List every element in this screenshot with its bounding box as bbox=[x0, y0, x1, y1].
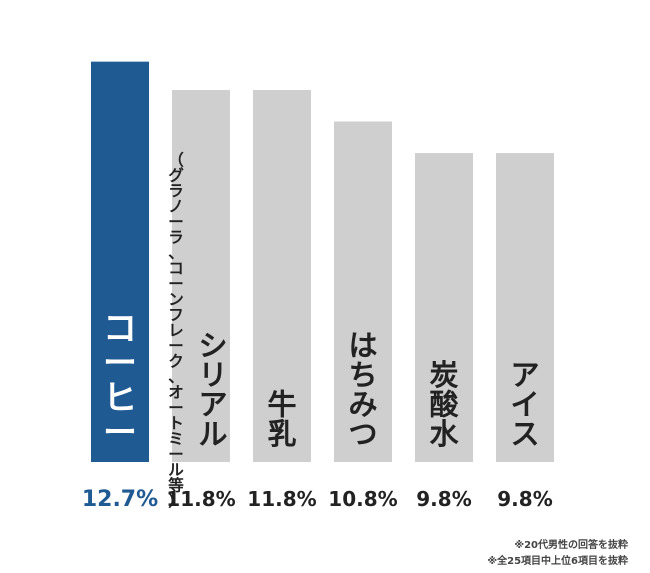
bar-label-ice-cream: アイス bbox=[510, 358, 539, 451]
value-label-cereal: 11.8% bbox=[166, 487, 235, 511]
bar-label-sparkling-water: 炭酸水 bbox=[429, 358, 459, 451]
bar-coffee bbox=[91, 61, 149, 462]
value-label-coffee: 12.7% bbox=[82, 487, 158, 512]
bar-milk bbox=[253, 90, 311, 463]
bar-honey bbox=[334, 121, 392, 462]
bar-label-honey: はちみつ bbox=[348, 328, 377, 451]
bar-cereal bbox=[172, 90, 230, 463]
value-label-sparkling-water: 9.8% bbox=[416, 487, 471, 511]
bar-label-cereal: シリアル bbox=[198, 328, 227, 451]
value-label-honey: 10.8% bbox=[328, 487, 397, 511]
bar-sparkling-water bbox=[415, 153, 473, 462]
footnote-1: ※20代男性の回答を抜粋 bbox=[514, 540, 628, 551]
bar-label-milk: 牛乳 bbox=[267, 387, 296, 451]
bar-label-coffee: コーヒー bbox=[103, 309, 137, 453]
bar-ice-cream bbox=[496, 153, 554, 462]
value-label-ice-cream: 9.8% bbox=[497, 487, 552, 511]
footnote-2: ※全25項目中上位6項目を抜粋 bbox=[487, 556, 628, 567]
value-label-milk: 11.8% bbox=[247, 487, 316, 511]
bar-note-cereal: （グラノーラ、コーンフレーク、オートミール等） bbox=[167, 151, 184, 510]
